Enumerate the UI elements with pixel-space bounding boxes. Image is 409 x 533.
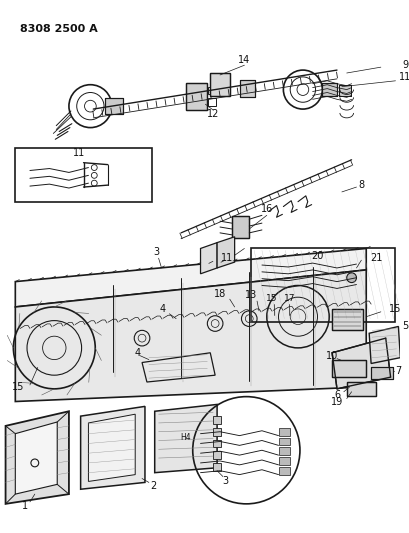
Bar — [346, 382, 375, 395]
Bar — [210, 73, 229, 96]
Text: 4: 4 — [134, 348, 140, 358]
Polygon shape — [368, 326, 399, 364]
Text: 7: 7 — [394, 366, 400, 376]
Bar — [15, 148, 151, 201]
Text: 18: 18 — [213, 289, 226, 300]
Polygon shape — [15, 270, 365, 401]
Text: 9: 9 — [401, 60, 407, 70]
Bar — [331, 309, 362, 330]
Bar — [278, 457, 290, 465]
Polygon shape — [331, 338, 390, 389]
Polygon shape — [200, 243, 217, 274]
Bar — [331, 309, 362, 330]
Text: 12: 12 — [207, 109, 219, 119]
Bar — [331, 360, 365, 377]
Text: 3: 3 — [153, 247, 160, 257]
Text: 21: 21 — [369, 253, 381, 263]
Text: 14: 14 — [238, 55, 250, 66]
Bar — [208, 87, 216, 94]
Bar — [185, 83, 207, 110]
Bar — [321, 83, 336, 96]
Text: 4: 4 — [159, 304, 165, 314]
Text: H4: H4 — [180, 433, 191, 442]
Bar — [346, 382, 375, 395]
Bar — [321, 83, 336, 96]
Text: 16: 16 — [260, 205, 272, 214]
Bar — [213, 451, 220, 459]
Text: 1: 1 — [22, 501, 28, 511]
Bar — [208, 99, 216, 106]
Text: 11: 11 — [220, 253, 232, 263]
Bar — [213, 428, 220, 435]
Bar — [370, 367, 391, 379]
Circle shape — [346, 273, 355, 282]
Bar — [338, 85, 350, 96]
Text: 8: 8 — [357, 180, 364, 190]
Bar — [210, 73, 229, 96]
Bar — [370, 367, 391, 379]
Text: 11: 11 — [72, 148, 85, 158]
Bar — [251, 248, 395, 321]
Text: 15: 15 — [388, 304, 401, 314]
Bar — [239, 80, 254, 98]
Text: 8308 2500 A: 8308 2500 A — [20, 25, 98, 34]
Text: 17: 17 — [283, 294, 294, 303]
Text: 10: 10 — [325, 351, 337, 361]
Bar — [231, 216, 249, 238]
Polygon shape — [81, 406, 145, 489]
Text: 13: 13 — [245, 290, 257, 300]
Bar — [105, 99, 122, 114]
Bar — [278, 438, 290, 446]
Bar — [331, 360, 365, 377]
Bar — [105, 99, 122, 114]
Text: 11: 11 — [398, 72, 409, 82]
Bar — [213, 416, 220, 424]
Bar — [278, 428, 290, 435]
Polygon shape — [15, 422, 57, 494]
Text: 15: 15 — [265, 294, 277, 303]
Text: 3: 3 — [221, 477, 227, 487]
Polygon shape — [88, 414, 135, 481]
Polygon shape — [6, 411, 69, 504]
Bar — [239, 80, 254, 98]
Text: 6: 6 — [333, 390, 339, 400]
Bar — [278, 447, 290, 455]
Text: 5: 5 — [401, 321, 407, 332]
Text: 15: 15 — [12, 382, 25, 392]
Bar — [278, 467, 290, 474]
Bar — [213, 440, 220, 447]
Text: 19: 19 — [330, 397, 342, 407]
Bar — [213, 463, 220, 471]
Bar — [231, 216, 249, 238]
Text: 2: 2 — [150, 481, 157, 491]
Polygon shape — [154, 405, 217, 473]
Text: 20: 20 — [310, 251, 323, 261]
Bar — [185, 83, 207, 110]
Polygon shape — [15, 248, 365, 307]
Polygon shape — [217, 237, 234, 268]
Bar — [338, 85, 350, 96]
